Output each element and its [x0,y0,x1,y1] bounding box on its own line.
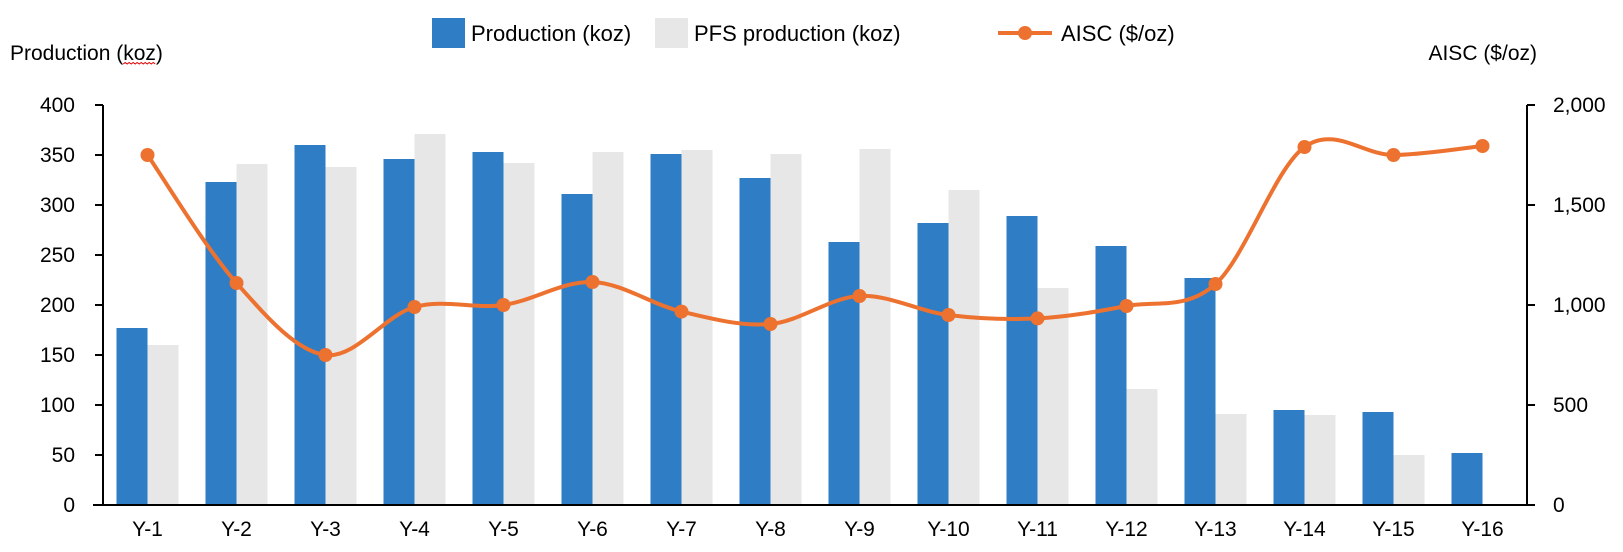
aisc-point-y-12 [1119,299,1134,313]
y-left-tick-label: 200 [40,294,75,317]
aisc-line [145,137,1485,358]
aisc-point-y-14 [1297,140,1312,154]
legend-swatch-production [432,18,465,48]
aisc-point-y-6 [585,275,600,289]
y-left-tick-label: 100 [40,394,75,417]
aisc-point-y-13 [1208,277,1223,291]
pfs-production-bar-y-13 [1215,414,1247,505]
y-left-tick-label: 0 [63,494,75,517]
x-tick-label-y-4: Y-4 [399,518,430,541]
x-tick-label-y-8: Y-8 [755,518,786,541]
production-bar-y-7 [650,154,682,505]
x-tick-label-y-1: Y-1 [132,518,163,541]
pfs-production-bar-y-6 [592,152,624,505]
aisc-point-y-11 [1030,311,1045,326]
y-right-tick-label: 1,000 [1553,294,1606,317]
y-right-tick-label: 0 [1553,494,1565,517]
y-left-tick-label: 50 [52,444,75,467]
aisc-point-y-16 [1475,139,1490,153]
y-left-tick-label: 150 [40,344,75,367]
legend-marker-aisc [1018,26,1032,40]
aisc-point-y-7 [674,304,689,319]
x-tick-label-y-3: Y-3 [310,518,341,541]
aisc-point-y-15 [1386,148,1401,162]
aisc-point-y-2 [229,276,244,290]
y-right-tick-label: 2,000 [1553,94,1606,117]
production-bar-y-15 [1362,412,1394,505]
pfs-production-bar-y-8 [770,154,802,505]
legend-item-production[interactable]: Production (koz) [432,18,631,48]
pfs-production-bar-y-11 [1037,288,1069,505]
pfs-production-bar-y-2 [236,164,268,505]
aisc-line-layer [140,137,1490,362]
production-bar-y-4 [383,159,415,505]
production-bar-y-9 [828,242,860,505]
production-bar-y-16 [1451,453,1483,505]
production-bar-y-14 [1273,410,1305,505]
y-right-tick-label: 1,500 [1553,194,1606,217]
aisc-point-y-3 [318,348,333,362]
y-left-tick-label: 400 [40,94,75,117]
production-bar-y-2 [205,182,237,505]
x-tick-label-y-9: Y-9 [844,518,875,541]
spellcheck-underline [122,61,156,65]
x-tick-label-y-16: Y-16 [1461,518,1503,541]
x-tick-label-y-5: Y-5 [488,518,519,541]
x-tick-label-y-10: Y-10 [927,518,969,541]
y-axis-right-title: AISC ($/oz) [1428,42,1537,65]
production-bar-y-1 [116,328,148,505]
x-tick-label-y-7: Y-7 [666,518,697,541]
pfs-production-bar-y-14 [1304,415,1336,505]
pfs-production-bar-y-1 [147,345,179,505]
aisc-point-y-5 [496,298,511,312]
production-bar-y-5 [472,152,504,505]
legend-label-pfs-production: PFS production (koz) [694,21,901,46]
pfs-production-bar-y-3 [325,167,357,505]
x-tick-label-y-2: Y-2 [221,518,252,541]
pfs-production-bar-y-9 [859,149,891,505]
production-bar-y-12 [1095,246,1127,505]
legend-label-production: Production (koz) [471,21,631,46]
y-left-tick-label: 250 [40,244,75,267]
production-bar-y-10 [917,223,949,505]
x-tick-label-y-13: Y-13 [1194,518,1236,541]
production-bar-y-13 [1184,278,1216,505]
pfs-production-bar-y-4 [414,134,446,505]
x-tick-label-y-14: Y-14 [1283,518,1326,541]
tick-labels-layer: 0 50 100 150 200 250 300 350 400 0 500 1,000 1,500 2,… [40,94,1606,541]
production-bar-y-6 [561,194,593,505]
production-bar-y-3 [294,145,326,505]
y-right-tick-label: 500 [1553,394,1588,417]
aisc-point-y-8 [763,317,778,331]
x-tick-label-y-12: Y-12 [1105,518,1147,541]
x-tick-label-y-15: Y-15 [1372,518,1414,541]
legend-swatch-pfs-production [655,18,688,48]
legend-item-pfs-production[interactable]: PFS production (koz) [655,18,901,48]
x-tick-label-y-11: Y-11 [1017,518,1058,541]
production-bar-y-8 [739,178,771,505]
y-axis-left-title: Production (koz) [10,42,163,65]
aisc-point-y-4 [407,300,422,314]
axes-layer [93,104,1535,506]
y-left-tick-label: 300 [40,194,75,217]
pfs-production-bar-y-5 [503,163,535,505]
aisc-point-y-1 [140,148,155,162]
bars-layer [116,134,1483,505]
legend: Production (koz) PFS production (koz) AI… [432,18,1175,48]
production-bar-y-11 [1006,216,1038,505]
x-tick-label-y-6: Y-6 [577,518,608,541]
y-left-tick-label: 350 [40,144,75,167]
legend-item-aisc[interactable]: AISC ($/oz) [998,21,1175,46]
aisc-point-y-9 [852,289,867,303]
legend-label-aisc: AISC ($/oz) [1061,21,1175,46]
pfs-production-bar-y-10 [948,190,980,505]
pfs-production-bar-y-15 [1393,455,1425,505]
pfs-production-bar-y-12 [1126,389,1158,505]
aisc-point-y-10 [941,308,956,322]
pfs-production-bar-y-7 [681,150,713,505]
